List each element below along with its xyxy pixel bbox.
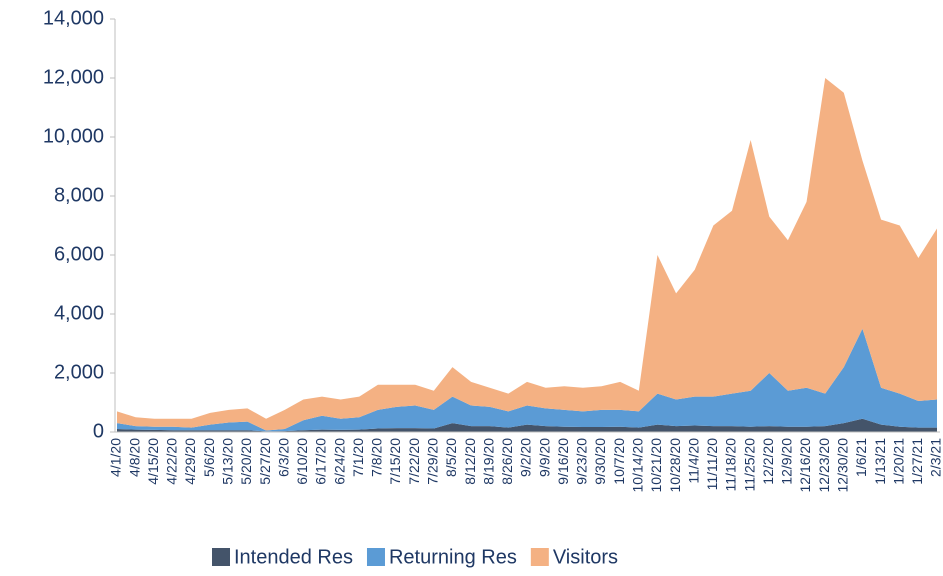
x-tick-label: 4/29/20 — [182, 438, 198, 485]
x-tick-label: 7/15/20 — [387, 438, 403, 485]
x-tick-label: 5/13/20 — [220, 438, 236, 485]
legend-label: Returning Res — [389, 546, 517, 568]
x-tick-label: 8/12/20 — [462, 438, 478, 485]
x-tick-label: 7/22/20 — [406, 438, 422, 485]
y-tick-label: 4,000 — [54, 302, 104, 324]
legend: Intended Res Returning Res Visitors — [212, 546, 618, 568]
y-tick-label: 14,000 — [43, 7, 104, 29]
x-tick-label: 7/29/20 — [425, 438, 441, 485]
x-tick-label: 1/20/21 — [890, 438, 906, 485]
x-tick-label: 5/27/20 — [257, 438, 273, 485]
x-tick-label: 12/9/20 — [779, 438, 795, 485]
x-tick-label: 11/18/20 — [723, 438, 739, 492]
y-tick-label: 12,000 — [43, 66, 104, 88]
x-tick-label: 1/6/21 — [853, 438, 869, 477]
x-tick-label: 4/22/20 — [164, 438, 180, 485]
x-tick-label: 6/10/20 — [294, 438, 310, 485]
legend-label: Intended Res — [234, 546, 353, 568]
x-tick-label: 10/7/20 — [611, 438, 627, 485]
x-tick-label: 9/2/20 — [518, 438, 534, 477]
area — [117, 328, 937, 432]
area — [117, 418, 937, 432]
x-tick-label: 4/15/20 — [145, 438, 161, 485]
y-tick-label: 6,000 — [54, 243, 104, 265]
x-tick-label: 6/3/20 — [275, 438, 291, 477]
x-tick-label: 9/30/20 — [592, 438, 608, 485]
x-tick-label: 4/1/20 — [108, 438, 124, 477]
x-tick-label: 6/24/20 — [331, 438, 347, 485]
x-tick-label: 5/6/20 — [201, 438, 217, 477]
legend-swatch — [530, 548, 549, 566]
x-tick-label: 10/28/20 — [667, 438, 683, 493]
x-tick-label: 1/27/21 — [909, 438, 925, 485]
x-tick-label: 9/23/20 — [574, 438, 590, 485]
y-tick-label: 8,000 — [54, 184, 104, 206]
x-tick-label: 12/30/20 — [835, 438, 851, 493]
x-tick-label: 4/8/20 — [126, 438, 142, 477]
x-tick-label: 8/26/20 — [499, 438, 515, 485]
legend-swatch — [212, 548, 230, 566]
x-tick-label: 6/17/20 — [313, 438, 329, 485]
x-tick-label: 11/25/20 — [741, 438, 757, 492]
x-tick-label: 2/3/21 — [928, 438, 943, 477]
x-tick-label: 9/16/20 — [555, 438, 571, 485]
x-tick-label: 10/21/20 — [648, 438, 664, 493]
x-tick-label: 1/13/21 — [872, 438, 888, 485]
legend-swatch — [366, 548, 385, 566]
x-tick-label: 12/16/20 — [797, 438, 813, 493]
y-tick-label: 10,000 — [43, 125, 104, 147]
legend-label: Visitors — [553, 546, 618, 568]
x-tick-label: 8/5/20 — [443, 438, 459, 477]
x-tick-label: 10/14/20 — [630, 438, 646, 493]
y-tick-label: 0 — [93, 420, 104, 442]
x-tick-label: 5/20/20 — [238, 438, 254, 485]
x-tick-label: 12/23/20 — [816, 438, 832, 493]
x-tick-label: 7/8/20 — [369, 438, 385, 477]
x-tick-label: 12/2/20 — [760, 438, 776, 485]
x-tick-label: 7/1/20 — [350, 438, 366, 477]
x-tick-label: 11/11/20 — [704, 438, 720, 491]
x-tick-label: 8/19/20 — [480, 438, 496, 485]
area — [117, 78, 937, 431]
x-tick-label: 11/4/20 — [685, 438, 701, 484]
x-tick-label: 9/9/20 — [536, 438, 552, 477]
y-tick-label: 2,000 — [54, 361, 104, 383]
